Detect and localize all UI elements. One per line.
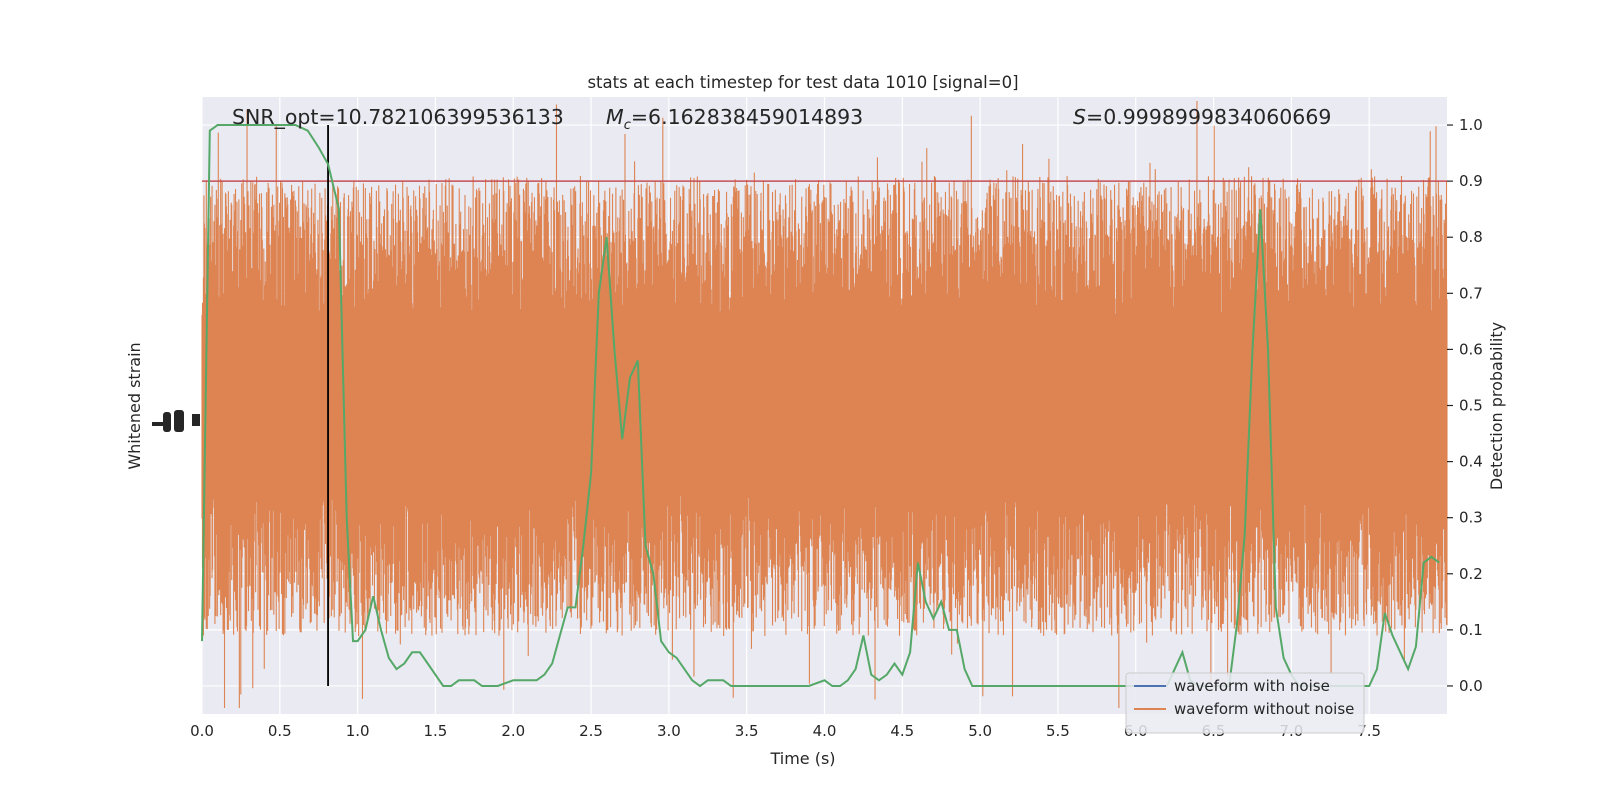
x-tick-label: 4.5	[890, 722, 914, 740]
legend: waveform with noise waveform without noi…	[1125, 672, 1365, 734]
y-right-tick-label: 0.1	[1459, 621, 1483, 639]
s-value: =0.9998999834060669	[1086, 105, 1331, 129]
x-tick-label: 0.5	[268, 722, 292, 740]
score-annotation: S=0.9998999834060669	[1073, 105, 1331, 129]
legend-box	[1125, 672, 1365, 734]
chirp-mass-annotation: Mc=6.162838459014893	[606, 105, 863, 133]
mc-value: =6.162838459014893	[631, 105, 863, 129]
y-right-tick-labels: 0.0 0.1 0.2 0.3 0.4 0.5 0.6 0.7 0.8 0.9 1.0	[1447, 116, 1483, 695]
left-tick-mark	[192, 414, 200, 426]
mc-subscript: c	[624, 118, 631, 133]
y-right-tick-label: 0.5	[1459, 397, 1483, 415]
y-right-tick-label: 0.2	[1459, 565, 1483, 583]
y-left-axis-label: Whitened strain	[125, 342, 144, 469]
x-tick-label: 4.0	[813, 722, 837, 740]
x-tick-label: 5.5	[1046, 722, 1070, 740]
detection-probability-series	[201, 124, 1447, 688]
x-tick-label: 3.5	[735, 722, 759, 740]
x-tick-label: 0.0	[190, 722, 214, 740]
y-right-tick-label: 0.9	[1459, 172, 1483, 190]
left-tick-mark	[163, 412, 171, 432]
x-tick-label: 2.0	[501, 722, 525, 740]
x-tick-label: 1.5	[424, 722, 448, 740]
mc-symbol: M	[606, 105, 624, 129]
snr-annotation: SNR_opt=10.782106399536133	[232, 105, 564, 130]
legend-label-noisy: waveform with noise	[1174, 677, 1330, 695]
left-tick-mark	[152, 422, 166, 426]
left-tick-mark	[174, 410, 184, 432]
x-axis-label: Time (s)	[769, 749, 835, 768]
x-tick-label: 1.0	[346, 722, 370, 740]
y-right-tick-label: 0.3	[1459, 509, 1483, 527]
y-right-tick-label: 0.4	[1459, 453, 1483, 471]
probability-line	[201, 124, 1440, 688]
noise-waveform-series	[201, 101, 1448, 708]
y-right-tick-label: 0.0	[1459, 677, 1483, 695]
x-tick-label: 3.0	[657, 722, 681, 740]
y-right-tick-label: 1.0	[1459, 116, 1483, 134]
y-right-tick-label: 0.6	[1459, 340, 1483, 358]
x-tick-label: 2.5	[579, 722, 603, 740]
noise-trace	[201, 101, 1448, 708]
left-axis-ticks-blob	[152, 410, 200, 432]
y-right-axis-label: Detection probability	[1487, 322, 1506, 490]
legend-label-clean: waveform without noise	[1174, 700, 1354, 718]
y-right-tick-label: 0.8	[1459, 228, 1483, 246]
chart-title: stats at each timestep for test data 101…	[587, 73, 1018, 92]
x-tick-label: 5.0	[968, 722, 992, 740]
y-right-tick-label: 0.7	[1459, 284, 1483, 302]
s-symbol: S	[1073, 105, 1086, 129]
